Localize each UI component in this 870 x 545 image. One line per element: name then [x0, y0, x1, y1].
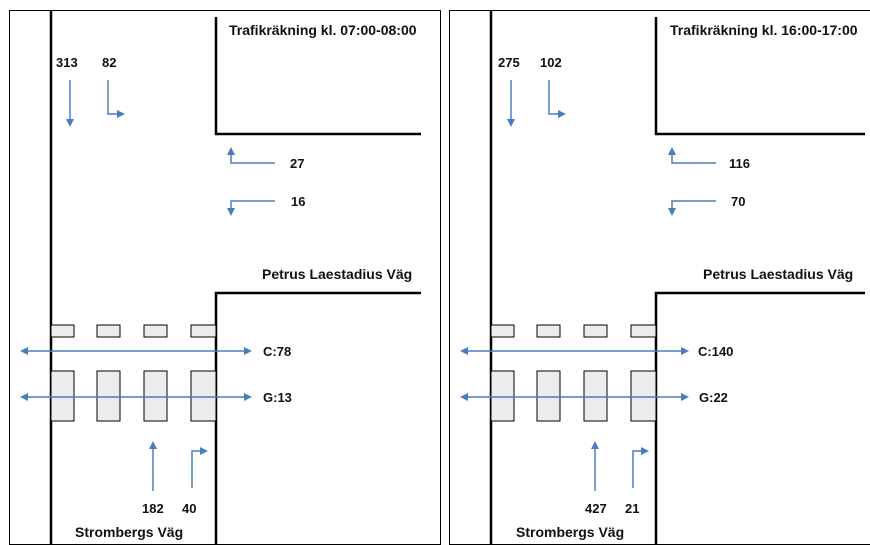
crosswalk-lower — [50, 370, 217, 422]
south-straight-count: 427 — [585, 501, 607, 516]
north-straight-count: 275 — [498, 55, 520, 70]
north-straight-count: 313 — [56, 55, 78, 70]
panel-afternoon: Trafikräkning kl. 16:00-17:00 275 102 11… — [449, 10, 870, 545]
crosswalk-upper — [50, 324, 217, 338]
north-turn-arrow — [107, 80, 125, 118]
south-turn-count: 21 — [625, 501, 640, 516]
north-turn-arrow — [548, 80, 566, 118]
south-straight-count: 182 — [142, 501, 164, 516]
east-lower-arrow — [668, 200, 716, 216]
street-label: Strombergs Väg — [516, 524, 625, 540]
south-turn-count: 40 — [182, 501, 197, 516]
east-lower-count: 16 — [291, 194, 306, 209]
crossing-upper-count: C:140 — [698, 344, 734, 359]
crossing-lower-count: G:22 — [699, 390, 728, 405]
road-edge-northeast — [654, 17, 865, 136]
south-turn-arrow — [191, 447, 208, 488]
road-label: Petrus Laestadius Väg — [262, 266, 413, 282]
north-turn-count: 102 — [540, 55, 562, 70]
north-turn-count: 82 — [102, 55, 117, 70]
diagram-title: Trafikräkning kl. 07:00-08:00 — [229, 22, 417, 38]
panel-morning: Trafikräkning kl. 07:00-08:00 313 82 27 … — [9, 10, 441, 545]
south-turn-arrow — [632, 447, 649, 488]
diagram-title: Trafikräkning kl. 16:00-17:00 — [670, 22, 858, 38]
east-upper-arrow — [227, 147, 275, 164]
street-label: Strombergs Väg — [75, 524, 184, 540]
intersection-diagram — [20, 11, 421, 544]
road-edge-southeast — [214, 291, 421, 544]
intersection-diagram — [460, 11, 865, 544]
crossing-upper-count: C:78 — [263, 344, 292, 359]
crosswalk-lower — [490, 370, 657, 422]
road-label: Petrus Laestadius Väg — [703, 266, 854, 282]
east-upper-arrow — [668, 147, 716, 164]
road-edge-southeast — [654, 291, 865, 544]
crossing-lower-count: G:13 — [263, 390, 292, 405]
road-edge-northeast — [214, 17, 421, 136]
crosswalk-upper — [490, 324, 657, 338]
east-lower-arrow — [227, 200, 275, 216]
east-upper-count: 27 — [290, 156, 305, 171]
east-lower-count: 70 — [731, 194, 746, 209]
east-upper-count: 116 — [729, 156, 750, 171]
